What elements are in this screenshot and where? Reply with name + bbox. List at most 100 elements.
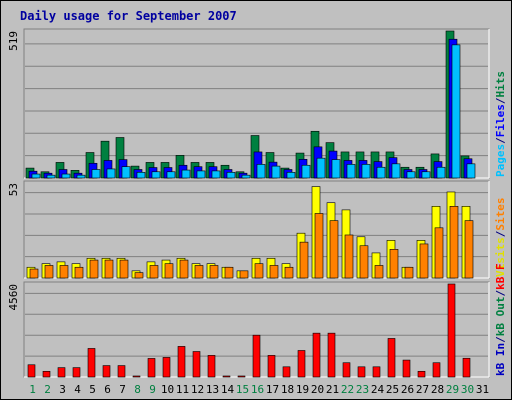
bar-sites-day-12 — [194, 265, 204, 279]
x-tick-label-28: 28 — [431, 383, 444, 396]
bar-pages-day-12 — [196, 170, 206, 179]
bar-pages-day-4 — [76, 174, 86, 179]
bar-sites-day-17 — [269, 265, 279, 279]
bar-sites-day-10 — [164, 263, 174, 279]
panel-kb: 4560 kB In/kB Out/kB F — [7, 263, 507, 378]
bar-pages-day-10 — [166, 171, 176, 179]
bar-sites-day-25 — [389, 249, 399, 279]
bar-sites-day-5 — [89, 259, 99, 279]
legend: Visits/Sites — [494, 198, 507, 278]
x-tick-label-27: 27 — [416, 383, 429, 396]
bar-sites-day-27 — [419, 243, 429, 279]
bar-pages-day-27 — [421, 171, 431, 179]
legend-separator: / — [494, 336, 507, 343]
bar-pages-day-23 — [361, 164, 371, 179]
x-tick-label-20: 20 — [311, 383, 324, 396]
bar-pages-day-13 — [211, 170, 221, 179]
x-tick-label-30: 30 — [461, 383, 474, 396]
bar-kb-f-day-15 — [237, 375, 246, 378]
bar-kb-f-day-24 — [372, 366, 381, 378]
bar-sites-day-4 — [74, 266, 84, 279]
bar-kb-f-day-28 — [432, 362, 441, 378]
bar-sites-day-28 — [434, 227, 444, 279]
bar-sites-day-29 — [449, 206, 459, 279]
bar-kb-f-day-5 — [87, 348, 96, 378]
bar-kb-f-day-23 — [357, 366, 366, 378]
x-tick-label-2: 2 — [44, 383, 51, 396]
bar-pages-day-5 — [91, 169, 101, 179]
bar-kb-f-day-29 — [447, 283, 456, 378]
chart-title: Daily usage for September 2007 — [20, 9, 237, 23]
x-tick-label-15: 15 — [236, 383, 249, 396]
x-tick-label-19: 19 — [296, 383, 309, 396]
x-tick-label-16: 16 — [251, 383, 264, 396]
bar-sites-day-18 — [284, 266, 294, 279]
bar-kb-f-day-13 — [207, 355, 216, 378]
chart-panels: 519Pages/Files/Hits53Visits/Sites4560kB … — [7, 28, 507, 378]
x-tick-label-10: 10 — [161, 383, 174, 396]
bar-kb-f-day-14 — [222, 375, 231, 378]
bar-pages-day-25 — [391, 163, 401, 179]
bar-kb-f-day-3 — [57, 367, 66, 378]
bar-sites-day-15 — [239, 270, 249, 279]
bar-sites-day-19 — [299, 241, 309, 279]
x-tick-label-21: 21 — [326, 383, 339, 396]
bar-pages-day-9 — [151, 171, 161, 179]
legend-entry-sites: Sites — [494, 198, 507, 231]
bar-kb-f-day-27 — [417, 370, 426, 378]
x-tick-label-14: 14 — [221, 383, 235, 396]
bar-kb-f-day-10 — [162, 357, 171, 378]
bar-sites-day-14 — [224, 266, 234, 279]
x-tick-label-26: 26 — [401, 383, 414, 396]
bar-kb-f-day-12 — [192, 351, 201, 378]
bar-kb-f-day-21 — [327, 332, 336, 378]
legend-entry-pages: Pages — [494, 144, 507, 177]
bar-sites-day-2 — [44, 265, 54, 279]
bar-sites-day-9 — [149, 265, 159, 279]
x-tick-label-24: 24 — [371, 383, 385, 396]
bar-pages-day-28 — [436, 166, 446, 179]
x-tick-label-11: 11 — [176, 383, 189, 396]
panel-visits: 53 Visits/Sites — [7, 180, 507, 279]
bar-pages-day-14 — [226, 172, 236, 179]
bar-pages-day-19 — [301, 164, 311, 179]
bar-kb-f-day-1 — [27, 364, 36, 378]
bar-kb-f-day-9 — [147, 358, 156, 378]
bar-pages-day-15 — [241, 174, 251, 179]
y-max-label: 4560 — [7, 284, 20, 311]
legend: kB In/kB Out/kB F — [494, 263, 507, 376]
x-tick-label-17: 17 — [266, 383, 279, 396]
legend-separator: / — [494, 230, 507, 237]
x-tick-label-23: 23 — [356, 383, 369, 396]
bar-sites-day-30 — [464, 220, 474, 279]
x-tick-label-4: 4 — [74, 383, 81, 396]
bar-sites-day-7 — [119, 259, 129, 279]
bar-kb-f-day-22 — [342, 362, 351, 378]
x-tick-label-8: 8 — [134, 383, 141, 396]
x-tick-label-12: 12 — [191, 383, 204, 396]
x-tick-label-6: 6 — [104, 383, 111, 396]
bar-pages-day-2 — [46, 174, 56, 179]
bar-kb-f-day-16 — [252, 334, 261, 378]
bar-kb-f-day-25 — [387, 338, 396, 378]
legend-separator: / — [494, 97, 507, 104]
bar-pages-day-26 — [406, 171, 416, 179]
bar-kb-f-day-6 — [102, 365, 111, 378]
x-tick-label-31: 31 — [476, 383, 489, 396]
bar-sites-day-23 — [359, 245, 369, 279]
bar-pages-day-21 — [331, 159, 341, 179]
x-tick-label-9: 9 — [149, 383, 156, 396]
y-max-label: 53 — [7, 183, 20, 196]
bar-kb-f-day-18 — [282, 366, 291, 378]
bar-pages-day-8 — [136, 172, 146, 179]
bar-pages-day-22 — [346, 164, 356, 179]
bar-sites-day-16 — [254, 263, 264, 279]
legend: Pages/Files/Hits — [494, 71, 507, 177]
bar-pages-day-18 — [286, 172, 296, 179]
x-tick-label-29: 29 — [446, 383, 459, 396]
bar-pages-day-3 — [61, 173, 71, 179]
bar-kb-f-day-4 — [72, 367, 81, 378]
legend-separator: / — [494, 290, 507, 297]
